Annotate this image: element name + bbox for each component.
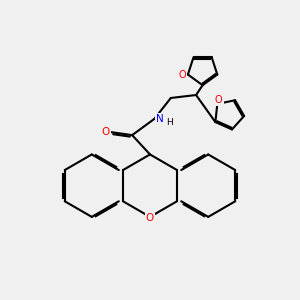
Text: N: N (156, 114, 164, 124)
Text: H: H (167, 118, 173, 127)
Text: O: O (215, 94, 223, 104)
Text: O: O (179, 70, 186, 80)
Text: O: O (146, 213, 154, 224)
Text: O: O (101, 127, 110, 137)
